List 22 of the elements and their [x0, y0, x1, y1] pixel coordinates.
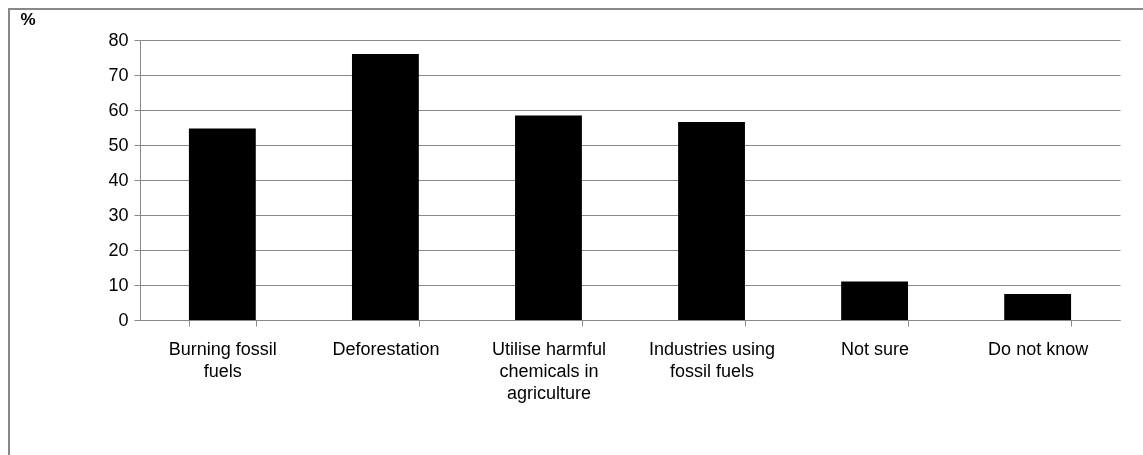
y-tick-label: 0: [118, 309, 129, 330]
bar: [841, 281, 909, 320]
y-tick-label: 70: [108, 64, 129, 85]
x-tick-label: Do not know: [988, 338, 1090, 359]
y-tick-label: 40: [108, 169, 129, 190]
y-tick-label: 10: [108, 274, 129, 295]
y-tick-label: 30: [108, 204, 129, 225]
x-tick-label: Not sure: [841, 338, 910, 359]
bar: [351, 54, 419, 320]
x-tick-label: Burning fossil fuels: [168, 338, 277, 381]
bar: [1004, 294, 1072, 320]
y-tick-label: 80: [108, 29, 129, 50]
y-tick-label: 50: [108, 134, 129, 155]
x-tick-label: Utilise harmful chemicals in agriculture: [491, 338, 606, 403]
x-tick-label: Industries using fossil fuels: [648, 338, 776, 381]
y-tick-label: 60: [108, 99, 129, 120]
y-tick-label: 20: [108, 239, 129, 260]
bar: [678, 121, 745, 320]
x-tick-label: Deforestation: [332, 338, 440, 359]
y-axis-title: %: [20, 9, 36, 29]
bar: [188, 128, 256, 320]
bar: [515, 115, 582, 320]
